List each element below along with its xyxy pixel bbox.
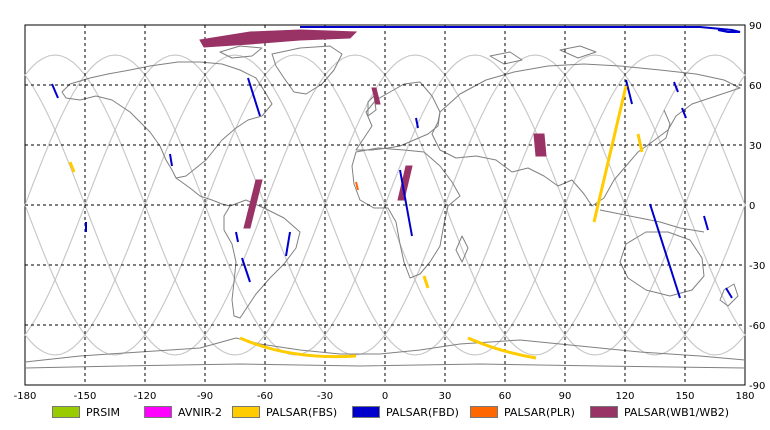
coast-europe: [355, 81, 441, 151]
fbd-track-canada: [247, 77, 261, 117]
y-tick-label: -30: [749, 261, 765, 272]
coastlines: [24, 45, 746, 369]
legend-item: PALSAR(FBD): [352, 404, 459, 420]
x-tick-label: -180: [14, 391, 37, 400]
legend-swatch: [52, 406, 80, 418]
coast-north-america: [61, 61, 273, 179]
fbd-track-indonesia: [649, 203, 681, 299]
wb-swath-africa: [397, 165, 413, 201]
coast-new-zealand: [719, 283, 739, 307]
fbd-track-png: [703, 215, 709, 231]
wb-swath-south-america: [243, 179, 263, 229]
fbs-track-hawaii: [68, 161, 76, 173]
legend-swatch: [144, 406, 172, 418]
y-axis-labels: 90 60 30 0 -30 -60 -90: [749, 21, 765, 392]
x-tick-label: -60: [257, 391, 273, 400]
graticule: [25, 25, 745, 385]
x-tick-label: 90: [559, 391, 572, 400]
fbd-track-europe: [415, 117, 419, 129]
wb-swath-arctic: [199, 29, 358, 48]
coast-antarctica-shelf: [24, 363, 746, 369]
x-tick-label: -30: [317, 391, 333, 400]
fbd-track-new-zealand: [725, 287, 733, 299]
legend-label: PRSIM: [86, 405, 120, 419]
x-tick-label: 120: [615, 391, 634, 400]
legend-label: PALSAR(PLR): [504, 405, 575, 419]
fbs-track-south-africa: [422, 275, 430, 289]
y-tick-label: 0: [749, 201, 755, 212]
legend-label: PALSAR(FBS): [266, 405, 338, 419]
fbd-track-mexico: [169, 153, 173, 167]
fbd-track-asia: [625, 79, 633, 105]
legend-swatch: [470, 406, 498, 418]
x-tick-label: 0: [382, 391, 388, 400]
legend-swatch: [352, 406, 380, 418]
fbd-track-siberia: [673, 81, 679, 93]
legend: PRSIM AVNIR-2 PALSAR(FBS) PALSAR(FBD) PALSAR…: [0, 400, 770, 424]
coast-australia: [619, 231, 705, 297]
wb-swath-india: [533, 133, 547, 157]
legend-item: PALSAR(FBS): [232, 404, 337, 420]
wb-swath-europe: [371, 87, 381, 105]
y-tick-label: 60: [749, 81, 762, 92]
fbd-track-kamchatka: [681, 107, 687, 119]
fbs-track-antarctica-east: [467, 336, 537, 360]
legend-item: PALSAR(PLR): [470, 404, 575, 420]
legend-swatch: [232, 406, 260, 418]
coast-arctic-islands: [219, 45, 597, 65]
coast-south-america: [223, 199, 301, 319]
coast-greenland: [271, 45, 343, 95]
fbd-track-alaska: [51, 83, 59, 99]
fbd-track-chile: [241, 257, 251, 283]
legend-item: AVNIR-2: [144, 404, 222, 420]
coast-africa: [351, 147, 461, 279]
x-tick-label: 180: [735, 391, 754, 400]
fbd-track-brazil: [285, 231, 291, 257]
swaths-fbs: [68, 85, 644, 360]
x-tick-label: -90: [197, 391, 213, 400]
x-tick-label: -150: [74, 391, 97, 400]
fbd-track-africa: [399, 169, 413, 237]
y-tick-label: 30: [749, 141, 762, 152]
fbs-track-antarctica-west: [239, 336, 357, 359]
swaths-wb: [199, 29, 547, 229]
y-tick-label: -60: [749, 321, 765, 332]
fbd-track-peru: [235, 231, 239, 243]
x-tick-label: -120: [134, 391, 157, 400]
x-tick-label: 60: [499, 391, 512, 400]
coast-central-america: [175, 177, 231, 207]
world-map: -180 -150 -120 -90 -60 -30 0 30 60 90 120 150 180 90…: [14, 21, 766, 400]
legend-swatch: [590, 406, 618, 418]
x-tick-label: 30: [439, 391, 452, 400]
legend-label: PALSAR(FBD): [386, 405, 459, 419]
fbs-track-china: [592, 85, 628, 223]
coast-indonesia: [599, 209, 705, 233]
y-tick-label: 90: [749, 21, 762, 32]
y-tick-label: -90: [749, 381, 765, 392]
legend-item: PALSAR(WB1/WB2): [590, 404, 729, 420]
legend-item: PRSIM: [52, 404, 120, 420]
coast-antarctica: [24, 337, 746, 363]
coast-asia: [431, 63, 741, 207]
swaths-plr: [355, 181, 359, 191]
legend-label: AVNIR-2: [178, 405, 222, 419]
legend-label: PALSAR(WB1/WB2): [624, 405, 730, 419]
plr-track-africa: [355, 181, 359, 191]
swaths-fbd: [51, 26, 741, 299]
fbs-track-east-asia: [636, 133, 644, 153]
fbd-polar-track: [300, 26, 741, 33]
coast-uk: [367, 95, 377, 117]
x-tick-label: 150: [675, 391, 694, 400]
coast-madagascar: [455, 235, 469, 263]
x-axis-labels: -180 -150 -120 -90 -60 -30 0 30 60 90 120 150 180: [14, 391, 755, 400]
coast-japan: [657, 109, 671, 145]
